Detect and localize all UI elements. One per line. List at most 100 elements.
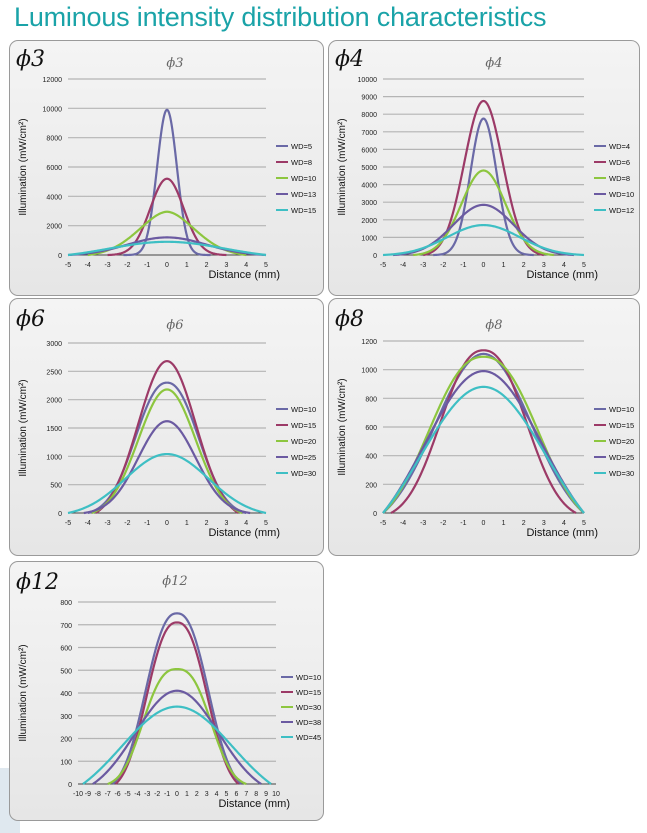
legend-label: WD=30	[291, 469, 316, 478]
x-tick-label: 4	[215, 791, 219, 798]
y-tick-label: 9000	[361, 95, 377, 102]
legend-label: WD=10	[291, 405, 316, 414]
corner-label: ϕ3	[16, 47, 45, 72]
y-tick-label: 10000	[43, 106, 63, 113]
series-line-wd-25	[382, 370, 585, 514]
y-tick-label: 200	[60, 737, 72, 744]
chart-phi4: ϕ4 ϕ4 0 1000 2000 3000 4000 5000 6000 7000 8000 900…	[335, 47, 634, 281]
y-tick-label: 12000	[43, 77, 63, 84]
x-tick-label: 2	[195, 791, 199, 798]
legend-label: WD=15	[291, 421, 316, 430]
x-tick-label: -5	[65, 262, 71, 269]
x-tick-label: 5	[582, 262, 586, 269]
corner-label: ϕ6	[16, 307, 45, 332]
y-tick-label: 2500	[46, 369, 62, 376]
y-tick-label: 5000	[361, 165, 377, 172]
y-tick-label: 0	[373, 253, 377, 260]
legend-label: WD=30	[296, 703, 321, 712]
x-tick-label: 0	[165, 262, 169, 269]
chart-title: ϕ3	[166, 56, 183, 71]
x-tick-label: 2	[205, 520, 209, 527]
legend-label: WD=20	[291, 437, 316, 446]
x-tick-label: -8	[95, 791, 101, 798]
x-tick-label: -3	[104, 520, 110, 527]
chart-title: ϕ8	[485, 318, 502, 333]
x-axis-label: Distance (mm)	[208, 527, 280, 539]
x-tick-label: 3	[542, 262, 546, 269]
x-tick-label: -7	[105, 791, 111, 798]
x-tick-label: 6	[234, 791, 238, 798]
corner-label: ϕ4	[335, 47, 364, 72]
chart-title: ϕ6	[166, 318, 183, 333]
y-tick-label: 500	[60, 668, 72, 675]
y-tick-label: 0	[58, 511, 62, 518]
series-line-wd-15	[95, 360, 239, 514]
series-line-wd-10	[111, 612, 243, 785]
x-tick-label: -2	[154, 791, 160, 798]
x-tick-label: -5	[380, 520, 386, 527]
legend-label: WD=45	[296, 733, 321, 742]
y-axis-label: Illumination (mW/cm²)	[337, 118, 348, 215]
y-tick-label: 8000	[46, 136, 62, 143]
legend-label: WD=4	[609, 142, 630, 151]
y-tick-label: 3000	[46, 341, 62, 348]
y-tick-label: 1000	[361, 235, 377, 242]
chart-panel-phi12: ϕ12 ϕ12 0 100 200 300 400 500 600 700 800 -10 -9 -8 -7…	[9, 561, 324, 821]
legend-label: WD=15	[291, 206, 316, 215]
x-tick-label: 10	[272, 791, 280, 798]
legend-label: WD=10	[291, 174, 316, 183]
chart-title: ϕ12	[162, 574, 187, 589]
y-tick-label: 500	[50, 483, 62, 490]
page-title: Luminous intensity distribution characte…	[14, 2, 547, 32]
y-tick-label: 4000	[46, 194, 62, 201]
y-tick-label: 300	[60, 714, 72, 721]
y-tick-label: 10000	[358, 77, 378, 84]
y-tick-label: 8000	[361, 112, 377, 119]
x-tick-label: -1	[460, 262, 466, 269]
y-tick-label: 400	[60, 691, 72, 698]
x-tick-label: -2	[440, 262, 446, 269]
x-axis-label: Distance (mm)	[526, 527, 598, 539]
x-tick-label: 1	[185, 791, 189, 798]
legend-label: WD=15	[296, 688, 321, 697]
corner-label: ϕ12	[16, 570, 59, 595]
x-tick-label: 5	[264, 520, 268, 527]
series-line-wd-6	[422, 99, 545, 257]
x-tick-label: -1	[144, 262, 150, 269]
x-tick-label: 4	[244, 520, 248, 527]
series-line-wd-10	[87, 381, 247, 515]
x-tick-label: -5	[380, 262, 386, 269]
y-tick-label: 0	[373, 511, 377, 518]
legend-label: WD=20	[609, 437, 634, 446]
legend-label: WD=6	[609, 158, 630, 167]
y-axis-label: Illumination (mW/cm²)	[18, 118, 29, 215]
x-tick-label: 5	[582, 520, 586, 527]
y-tick-label: 7000	[361, 130, 377, 137]
chart-phi6: ϕ6 ϕ6 0 500 1000 1500 2000 2500 3000 -5 -4 -3 -2 -1 0 1…	[16, 307, 316, 539]
x-tick-label: 3	[224, 262, 228, 269]
series-line-wd-8	[107, 177, 227, 257]
series-line-wd-25	[83, 420, 251, 515]
x-tick-label: -5	[124, 791, 130, 798]
chart-panel-phi6: ϕ6 ϕ6 0 500 1000 1500 2000 2500 3000 -5 -4 -3 -2 -1 0 1…	[9, 298, 324, 556]
x-tick-label: -2	[124, 262, 130, 269]
legend-label: WD=8	[291, 158, 312, 167]
x-tick-label: 4	[562, 520, 566, 527]
x-tick-label: -2	[440, 520, 446, 527]
y-tick-label: 6000	[46, 165, 62, 172]
x-tick-label: 3	[205, 791, 209, 798]
x-tick-label: -6	[114, 791, 120, 798]
x-tick-label: -4	[85, 520, 91, 527]
series-line-wd-10	[392, 203, 575, 257]
series-line-wd-15	[67, 240, 267, 257]
legend-label: WD=13	[291, 190, 316, 199]
x-tick-label: 2	[522, 520, 526, 527]
legend-label: WD=8	[609, 174, 630, 183]
y-axis-label: Illumination (mW/cm²)	[18, 379, 29, 476]
y-tick-label: 3000	[361, 200, 377, 207]
x-tick-label: 4	[244, 262, 248, 269]
x-tick-label: 5	[264, 262, 268, 269]
y-tick-label: 1000	[361, 368, 377, 375]
x-tick-label: -3	[144, 791, 150, 798]
x-tick-label: 7	[244, 791, 248, 798]
